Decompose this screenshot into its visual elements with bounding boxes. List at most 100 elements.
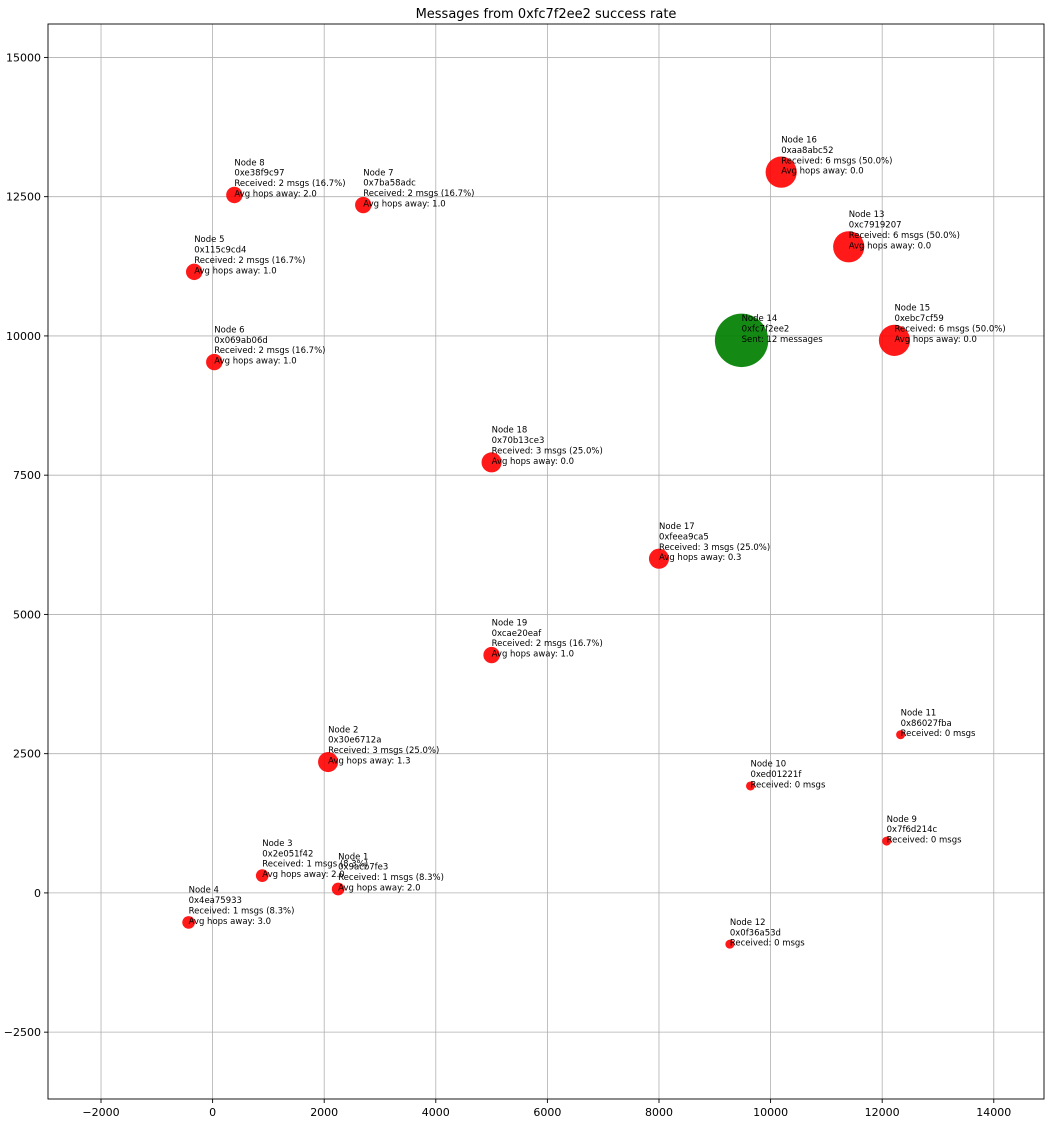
node-annotation-line: Received: 2 msgs (16.7%) — [363, 189, 474, 199]
node-annotation-line: Node 9 — [887, 815, 917, 825]
node-annotation: Node 15 0xebc7cf59 Received: 6 msgs (50.0%… — [894, 304, 1005, 345]
node-annotation-line: Received: 3 msgs (25.0%) — [492, 446, 603, 456]
node-annotation-line: 0xfc7f2ee2 — [742, 324, 790, 334]
plot-frame — [47, 23, 1045, 1100]
y-tick-label: 2500 — [13, 748, 41, 761]
y-tick-label: −2500 — [4, 1026, 41, 1039]
x-axis: −2000 0 2000 4000 6000 8000 10000 12000 14000 — [82, 1099, 1011, 1119]
node-annotation-line: Received: 0 msgs — [751, 780, 826, 790]
node-annotation-line: Node 3 — [262, 839, 292, 849]
node-annotation-line: Received: 0 msgs — [887, 836, 962, 846]
node-annotation-line: Avg hops away: 0.0 — [781, 167, 863, 177]
node-point — [896, 730, 906, 740]
x-tick-label: 6000 — [533, 1106, 561, 1119]
y-tick-label: 0 — [34, 887, 41, 900]
node-annotation: Node 1 0x9acb7fe3 Received: 1 msgs (8.3%) A… — [338, 852, 444, 893]
node-annotation-line: Avg hops away: 1.3 — [328, 757, 410, 767]
node-annotation-line: Received: 1 msgs (8.3%) — [262, 860, 368, 870]
node-annotation-line: Avg hops away: 2.0 — [234, 189, 316, 199]
chart-title: Messages from 0xfc7f2ee2 success rate — [416, 7, 677, 22]
node-annotation-line: Node 13 — [849, 210, 885, 220]
node-annotation-line: 0xed01221f — [751, 770, 803, 780]
x-tick-label: −2000 — [82, 1106, 119, 1119]
node-annotation: Node 8 0xe38f9c97 Received: 2 msgs (16.7%)… — [234, 158, 345, 199]
x-tick-label: 4000 — [422, 1106, 450, 1119]
node-annotation-line: Avg hops away: 1.0 — [194, 266, 276, 276]
y-axis: −2500 0 2500 5000 7500 10000 12500 15000 — [4, 51, 48, 1039]
x-tick-label: 8000 — [645, 1106, 673, 1119]
node-annotation-line: Node 6 — [214, 325, 244, 335]
node-annotation-line: Avg hops away: 2.0 — [262, 870, 344, 880]
node-annotation-line: Node 2 — [328, 725, 358, 735]
node-annotation-line: Node 19 — [492, 618, 528, 628]
node-annotation: Node 5 0x115c9cd4 Received: 2 msgs (16.7%)… — [194, 235, 305, 276]
node-point — [185, 263, 203, 281]
y-tick-label: 12500 — [6, 191, 41, 204]
x-tick-label: 12000 — [865, 1106, 900, 1119]
node-annotation-line: Node 1 — [338, 852, 368, 862]
node-annotation: Node 11 0x86027fba Received: 0 msgs — [901, 708, 976, 739]
node-annotation: Node 6 0x069ab06d Received: 2 msgs (16.7%)… — [214, 325, 325, 366]
node-annotation-line: 0xcae20eaf — [492, 629, 543, 639]
node-point — [255, 869, 269, 882]
node-annotation-line: Received: 2 msgs (16.7%) — [234, 179, 345, 189]
node-annotation: Node 14 0xfc7f2ee2 Sent: 12 messages — [742, 314, 824, 345]
node-annotation-line: 0xe38f9c97 — [234, 169, 284, 179]
node-annotation-line: Node 8 — [234, 158, 264, 168]
node-annotation-line: Avg hops away: 3.0 — [189, 917, 271, 927]
node-annotation-line: Node 16 — [781, 135, 817, 145]
node-annotation-line: 0xebc7cf59 — [894, 314, 943, 324]
node-annotation-line: 0x115c9cd4 — [194, 246, 246, 256]
node-annotation: Node 12 0x0f36a53d Received: 0 msgs — [730, 918, 805, 949]
node-annotation-line: Received: 3 msgs (25.0%) — [328, 746, 439, 756]
node-point — [765, 156, 797, 188]
node-point — [648, 548, 670, 569]
node-point — [746, 781, 756, 791]
node-annotation: Node 16 0xaa8abc52 Received: 6 msgs (50.0%… — [781, 135, 892, 176]
node-annotation-line: Received: 1 msgs (8.3%) — [338, 873, 444, 883]
node-annotation-line: 0xfeea9ca5 — [659, 532, 709, 542]
node-annotation-line: Node 11 — [901, 708, 937, 718]
node-point — [331, 882, 345, 896]
node-annotation-line: Avg hops away: 0.0 — [849, 241, 931, 251]
node-annotation-line: Node 12 — [730, 918, 766, 928]
node-annotation-line: 0x2e051f42 — [262, 849, 313, 859]
node-annotation: Node 9 0x7f6d214c Received: 0 msgs — [887, 815, 962, 846]
node-annotation: Node 4 0x4ea75933 Received: 1 msgs (8.3%) A… — [189, 886, 295, 927]
node-annotation-line: Sent: 12 messages — [742, 335, 824, 345]
y-tick-label: 5000 — [13, 608, 41, 621]
node-annotation-line: Avg hops away: 0.0 — [492, 457, 574, 467]
node-annotation: Node 3 0x2e051f42 Received: 1 msgs (8.3%) A… — [262, 839, 368, 880]
y-tick-label: 15000 — [6, 51, 41, 64]
node-annotation-line: 0x9acb7fe3 — [338, 863, 388, 873]
node-point — [355, 196, 372, 214]
node-annotation-line: 0x70b13ce3 — [492, 436, 545, 446]
node-annotation-line: Node 10 — [751, 760, 787, 770]
node-annotation-line: Received: 1 msgs (8.3%) — [189, 907, 295, 917]
node-annotation-line: Received: 0 msgs — [730, 939, 805, 949]
node-annotation-line: Avg hops away: 0.3 — [659, 553, 741, 563]
node-point — [182, 916, 195, 929]
node-annotation-line: Avg hops away: 1.0 — [363, 200, 445, 210]
node-point — [206, 353, 223, 371]
node-annotation: Node 18 0x70b13ce3 Received: 3 msgs (25.0%… — [492, 426, 603, 467]
node-annotation-line: Received: 6 msgs (50.0%) — [849, 231, 960, 241]
grid-lines — [48, 24, 1044, 1099]
node-point — [318, 751, 339, 773]
sender-node-point — [714, 313, 769, 368]
node-annotation-line: 0xaa8abc52 — [781, 146, 833, 156]
node-point — [882, 836, 892, 846]
node-annotation-line: 0x0f36a53d — [730, 928, 781, 938]
y-tick-label: 7500 — [13, 469, 41, 482]
node-annotation-line: Node 14 — [742, 314, 778, 324]
node-annotation-line: Node 18 — [492, 426, 528, 436]
node-annotation-line: Received: 2 msgs (16.7%) — [214, 346, 325, 356]
x-tick-label: 2000 — [310, 1106, 338, 1119]
node-point — [833, 231, 865, 263]
node-annotation-line: Received: 6 msgs (50.0%) — [781, 156, 892, 166]
node-annotation-line: Avg hops away: 2.0 — [338, 884, 420, 894]
node-annotation-line: Node 17 — [659, 522, 695, 532]
node-point — [483, 646, 500, 664]
node-annotation-line: Avg hops away: 1.0 — [492, 650, 574, 660]
